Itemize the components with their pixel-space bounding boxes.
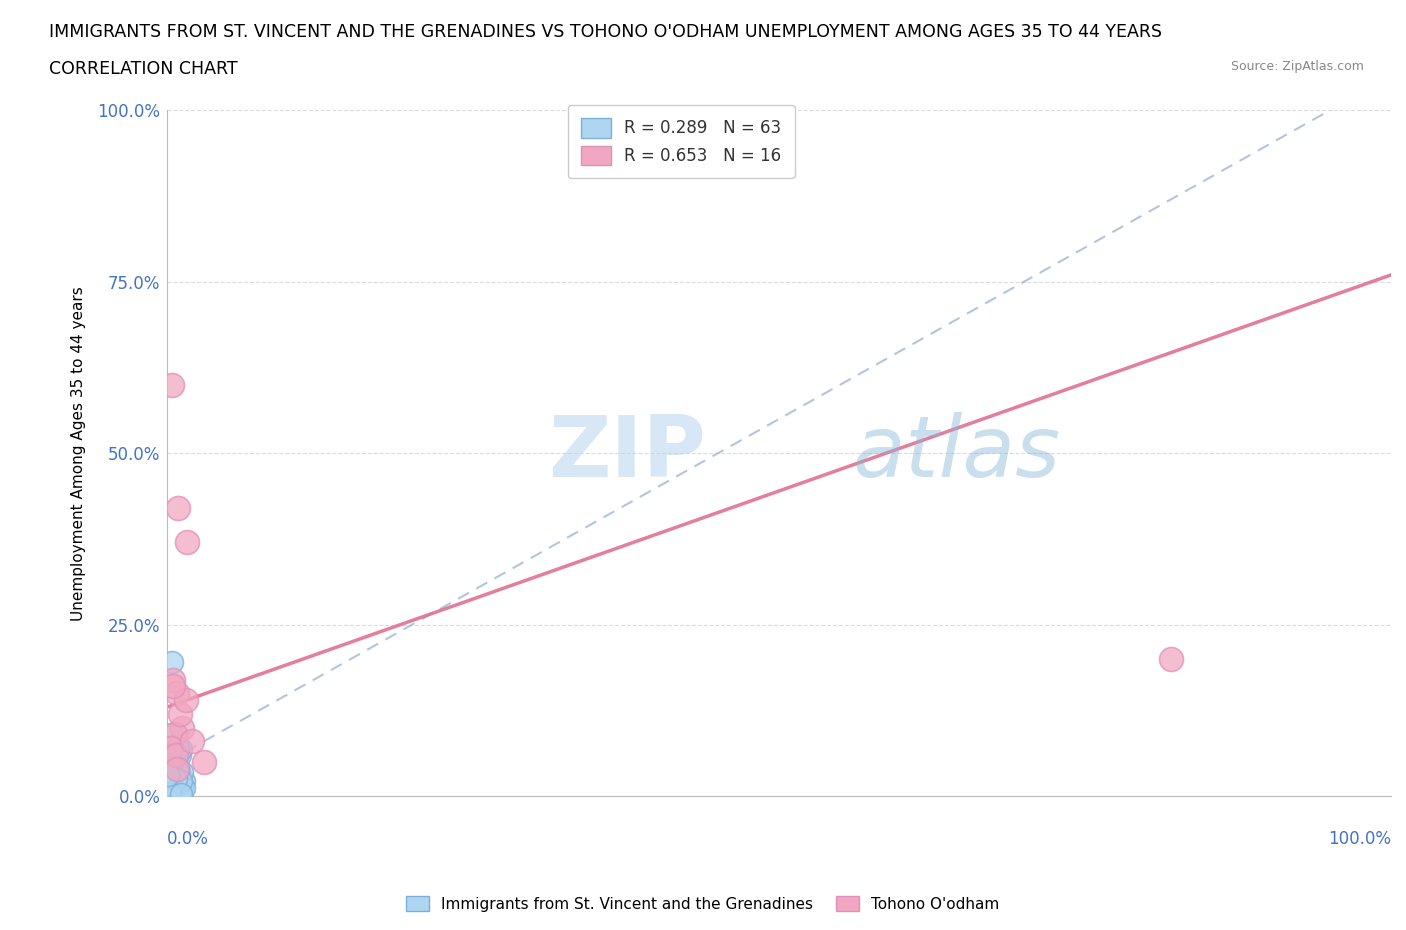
Point	[157, 768, 180, 783]
Point	[162, 672, 184, 687]
Point	[156, 764, 179, 779]
Point	[170, 773, 193, 788]
Point	[162, 749, 184, 764]
Point	[157, 771, 180, 786]
Point	[166, 685, 188, 700]
Point	[156, 765, 179, 780]
Text: 100.0%: 100.0%	[1329, 830, 1391, 848]
Point	[165, 770, 187, 785]
Point	[160, 740, 183, 755]
Point	[156, 780, 179, 795]
Point	[160, 786, 183, 801]
Point	[167, 765, 190, 780]
Point	[157, 784, 180, 799]
Point	[193, 754, 215, 769]
Point	[159, 773, 181, 788]
Point	[162, 750, 184, 764]
Point	[173, 781, 195, 796]
Point	[159, 789, 181, 804]
Point	[162, 679, 184, 694]
Point	[159, 771, 181, 786]
Point	[157, 755, 180, 770]
Y-axis label: Unemployment Among Ages 35 to 44 years: Unemployment Among Ages 35 to 44 years	[72, 286, 86, 620]
Point	[166, 762, 188, 777]
Point	[160, 760, 183, 775]
Point	[169, 778, 191, 793]
Point	[160, 655, 183, 670]
Point	[162, 787, 184, 802]
Text: CORRELATION CHART: CORRELATION CHART	[49, 60, 238, 78]
Point	[176, 535, 198, 550]
Point	[170, 720, 193, 735]
Point	[169, 748, 191, 763]
Point	[162, 760, 184, 775]
Point	[159, 785, 181, 800]
Point	[169, 741, 191, 756]
Point	[172, 780, 194, 795]
Legend: Immigrants from St. Vincent and the Grenadines, Tohono O'odham: Immigrants from St. Vincent and the Gren…	[401, 889, 1005, 918]
Point	[174, 693, 197, 708]
Point	[160, 773, 183, 788]
Point	[165, 771, 187, 786]
Point	[156, 756, 179, 771]
Point	[157, 748, 180, 763]
Point	[163, 727, 186, 742]
Point	[160, 726, 183, 741]
Point	[165, 776, 187, 790]
Text: 0.0%: 0.0%	[167, 830, 209, 848]
Point	[160, 783, 183, 798]
Legend: R = 0.289   N = 63, R = 0.653   N = 16: R = 0.289 N = 63, R = 0.653 N = 16	[568, 105, 794, 179]
Point	[160, 779, 183, 794]
Point	[1160, 652, 1182, 667]
Point	[167, 783, 190, 798]
Point	[160, 750, 183, 764]
Point	[167, 777, 190, 792]
Point	[157, 788, 180, 803]
Point	[157, 780, 180, 795]
Point	[159, 756, 181, 771]
Point	[157, 777, 180, 791]
Point	[169, 787, 191, 802]
Point	[172, 764, 194, 779]
Point	[169, 707, 191, 722]
Point	[170, 787, 193, 802]
Point	[156, 753, 179, 768]
Point	[163, 781, 186, 796]
Point	[157, 779, 180, 794]
Text: IMMIGRANTS FROM ST. VINCENT AND THE GRENADINES VS TOHONO O'ODHAM UNEMPLOYMENT AM: IMMIGRANTS FROM ST. VINCENT AND THE GREN…	[49, 23, 1163, 41]
Point	[157, 764, 180, 779]
Point	[160, 378, 183, 392]
Point	[167, 500, 190, 515]
Point	[159, 778, 181, 793]
Point	[163, 770, 186, 785]
Point	[173, 774, 195, 789]
Point	[157, 767, 180, 782]
Text: ZIP: ZIP	[548, 412, 706, 495]
Point	[180, 734, 202, 749]
Point	[169, 764, 191, 778]
Point	[160, 778, 183, 793]
Point	[157, 783, 180, 798]
Point	[157, 776, 180, 790]
Point	[166, 740, 188, 755]
Text: Source: ZipAtlas.com: Source: ZipAtlas.com	[1230, 60, 1364, 73]
Text: atlas: atlas	[852, 412, 1060, 495]
Point	[169, 784, 191, 799]
Point	[159, 777, 181, 791]
Point	[165, 748, 187, 763]
Point	[159, 777, 181, 792]
Point	[159, 770, 181, 785]
Point	[167, 747, 190, 762]
Point	[160, 740, 183, 755]
